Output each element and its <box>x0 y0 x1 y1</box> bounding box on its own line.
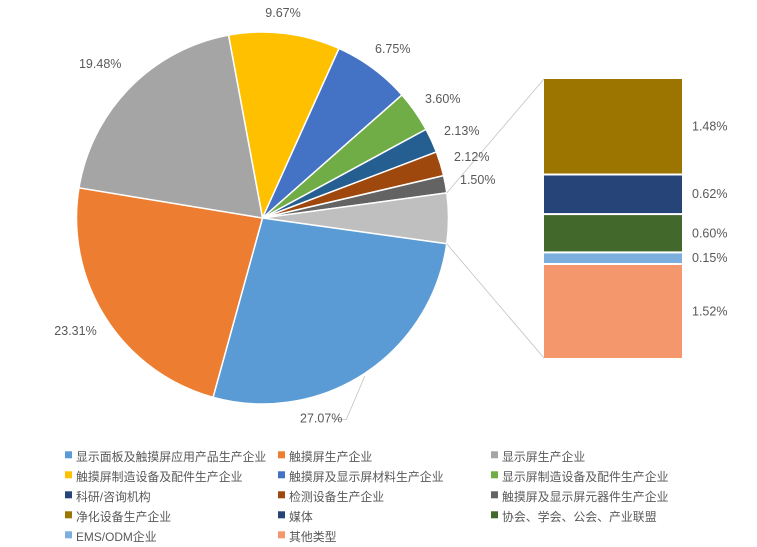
svg-text:9.67%: 9.67% <box>265 6 300 20</box>
svg-text:净化设备生产企业: 净化设备生产企业 <box>76 510 171 524</box>
svg-text:6.75%: 6.75% <box>375 42 410 56</box>
svg-text:媒体: 媒体 <box>289 510 313 524</box>
svg-text:0.60%: 0.60% <box>692 227 727 241</box>
svg-text:显示面板及触摸屏应用产品生产企业: 显示面板及触摸屏应用产品生产企业 <box>76 450 266 464</box>
svg-text:协会、学会、公会、产业联盟: 协会、学会、公会、产业联盟 <box>502 510 657 524</box>
svg-text:27.07%: 27.07% <box>300 412 342 426</box>
svg-text:0.15%: 0.15% <box>692 251 727 265</box>
svg-text:1.48%: 1.48% <box>692 120 727 134</box>
svg-text:触摸屏制造设备及配件生产企业: 触摸屏制造设备及配件生产企业 <box>76 470 243 484</box>
svg-text:触摸屏及显示屏材料生产企业: 触摸屏及显示屏材料生产企业 <box>289 470 444 484</box>
svg-text:1.50%: 1.50% <box>460 173 495 187</box>
svg-text:其他类型: 其他类型 <box>289 530 337 544</box>
svg-text:0.62%: 0.62% <box>692 187 727 201</box>
svg-text:显示屏生产企业: 显示屏生产企业 <box>502 450 585 464</box>
svg-text:检测设备生产企业: 检测设备生产企业 <box>289 490 384 504</box>
svg-text:触摸屏生产企业: 触摸屏生产企业 <box>289 450 372 464</box>
svg-text:1.52%: 1.52% <box>692 305 727 319</box>
svg-text:2.13%: 2.13% <box>444 124 479 138</box>
svg-text:2.12%: 2.12% <box>454 150 489 164</box>
svg-text:触摸屏及显示屏元器件生产企业: 触摸屏及显示屏元器件生产企业 <box>502 490 669 504</box>
svg-text:显示屏制造设备及配件生产企业: 显示屏制造设备及配件生产企业 <box>502 470 669 484</box>
svg-text:23.31%: 23.31% <box>54 324 96 338</box>
svg-text:EMS/ODM企业: EMS/ODM企业 <box>76 530 157 544</box>
svg-text:3.60%: 3.60% <box>425 92 460 106</box>
svg-text:19.48%: 19.48% <box>79 57 121 71</box>
svg-text:科研/咨询机构: 科研/咨询机构 <box>76 490 151 504</box>
